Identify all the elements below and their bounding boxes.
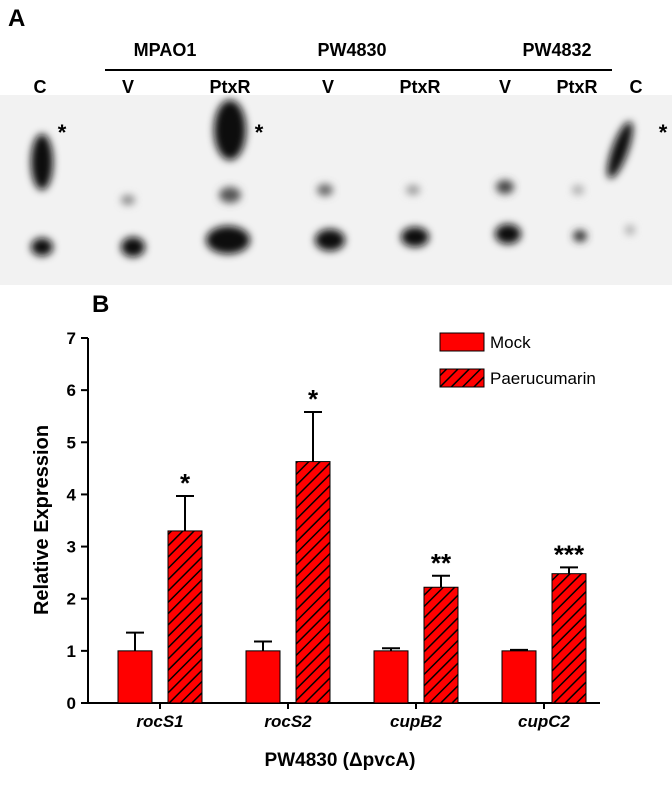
lane-label: V xyxy=(322,77,334,97)
y-tick-label: 7 xyxy=(67,329,76,348)
lane-label: C xyxy=(630,77,643,97)
significance: * xyxy=(308,384,319,414)
error-bar xyxy=(176,494,194,531)
error-bar xyxy=(560,566,578,574)
error-bar xyxy=(304,411,322,462)
error-bar xyxy=(432,574,450,588)
lane-label: PtxR xyxy=(556,77,597,97)
significance: *** xyxy=(554,539,585,569)
y-tick-label: 4 xyxy=(67,485,77,504)
x-tick-label: cupC2 xyxy=(518,712,571,731)
spots xyxy=(31,100,635,257)
spot-marker: * xyxy=(659,120,668,145)
bar xyxy=(117,650,153,704)
bar xyxy=(295,461,331,704)
y-axis-label: Relative Expression xyxy=(31,425,53,615)
panel-label: B xyxy=(92,291,109,318)
y-tick-label: 2 xyxy=(67,590,76,609)
spot-marker: * xyxy=(58,120,67,145)
x-tick-label: rocS1 xyxy=(136,712,183,731)
x-tick-label: rocS2 xyxy=(264,712,312,731)
significance: * xyxy=(180,468,191,498)
strain-label: PW4830 xyxy=(317,40,386,60)
bar xyxy=(167,530,203,704)
tlc-plate xyxy=(0,95,672,285)
lane-label: V xyxy=(122,77,134,97)
y-tick-label: 1 xyxy=(67,642,76,661)
strain-label: PW4832 xyxy=(522,40,591,60)
tlc-panel: A xyxy=(0,5,672,285)
legend-label: Paerucumarin xyxy=(490,369,596,388)
legend-swatch xyxy=(439,368,485,388)
spot-marker: * xyxy=(255,120,264,145)
y-tick-label: 6 xyxy=(67,381,76,400)
panel-label: A xyxy=(8,5,25,32)
x-tick-label: cupB2 xyxy=(390,712,443,731)
lane-label: C xyxy=(34,77,47,97)
significance: ** xyxy=(431,548,452,578)
x-axis-label: PW4830 (ΔpvcA) xyxy=(265,750,416,771)
y-tick-label: 5 xyxy=(67,433,76,452)
legend-swatch xyxy=(439,332,485,352)
lane-label: PtxR xyxy=(399,77,440,97)
bar xyxy=(501,650,537,704)
y-tick-label: 0 xyxy=(67,694,76,713)
legend-label: Mock xyxy=(490,333,531,352)
bar xyxy=(423,586,459,704)
bar xyxy=(373,650,409,704)
y-tick-label: 3 xyxy=(67,538,76,557)
lane-label: PtxR xyxy=(209,77,250,97)
error-bar xyxy=(254,640,272,651)
error-bar xyxy=(126,631,144,651)
bar xyxy=(245,650,281,704)
lane-label: V xyxy=(499,77,511,97)
strain-label: MPAO1 xyxy=(134,40,197,60)
bar xyxy=(551,573,587,704)
